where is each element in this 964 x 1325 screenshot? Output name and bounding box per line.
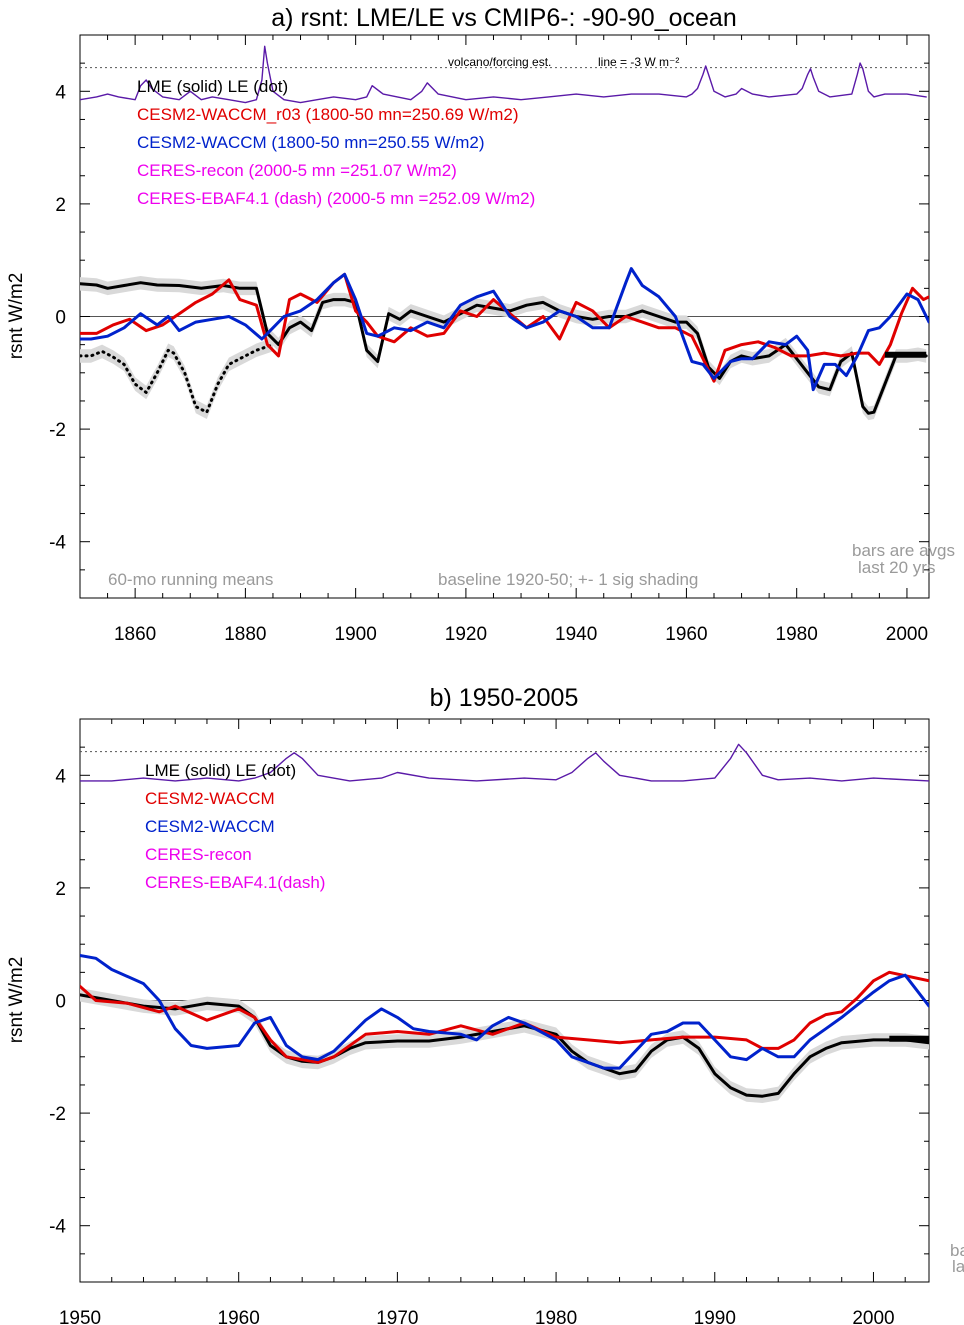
y-tick-label: -4 bbox=[49, 533, 66, 554]
x-tick-label: 1950 bbox=[59, 1308, 101, 1325]
line-note-annotation: line = -3 W m⁻² bbox=[598, 55, 679, 69]
series-group bbox=[80, 45, 929, 421]
legend-entry: CESM2-WACCM bbox=[145, 817, 275, 836]
series-group bbox=[80, 743, 929, 1103]
uncertainty-shading-1 bbox=[80, 337, 273, 419]
bars-note-2: la bbox=[952, 1257, 964, 1276]
y-tick-label: -2 bbox=[49, 420, 66, 441]
y-tick-label: 0 bbox=[55, 308, 66, 329]
x-tick-label: 1970 bbox=[376, 1308, 418, 1325]
bars-note-2: last 20 yrs bbox=[858, 558, 935, 577]
x-tick-label: 2000 bbox=[852, 1308, 894, 1325]
x-tick-label: 1940 bbox=[555, 624, 597, 645]
legend-entry: CESM2-WACCM (1800-50 mn=250.55 W/m2) bbox=[137, 133, 485, 152]
x-tick-label: 1990 bbox=[694, 1308, 736, 1325]
x-tick-label: 1980 bbox=[776, 624, 818, 645]
y-tick-label: -2 bbox=[49, 1104, 66, 1125]
x-tick-label: 2000 bbox=[886, 624, 928, 645]
y-axis-label: rsnt W/m2 bbox=[6, 957, 27, 1044]
series-line-lme-solid- bbox=[80, 993, 929, 1098]
legend-entry: CESM2-WACCM_r03 (1800-50 mn=250.69 W/m2) bbox=[137, 105, 519, 124]
legend-entry: LME (solid) LE (dot) bbox=[137, 77, 288, 96]
legend-entry: CERES-EBAF4.1(dash) bbox=[145, 873, 325, 892]
x-tick-label: 1920 bbox=[445, 624, 487, 645]
legend-entry: LME (solid) LE (dot) bbox=[145, 761, 296, 780]
y-tick-label: 2 bbox=[55, 195, 66, 216]
running-mean-note: 60-mo running means bbox=[108, 570, 273, 589]
series-line-cesm2-waccm bbox=[80, 954, 929, 1070]
y-tick-label: 2 bbox=[55, 879, 66, 900]
x-tick-label: 1960 bbox=[218, 1308, 260, 1325]
legend-entry: CERES-EBAF4.1 (dash) (2000-5 mn =252.09 … bbox=[137, 189, 535, 208]
y-tick-label: -4 bbox=[49, 1217, 66, 1238]
y-axis-label: rsnt W/m2 bbox=[6, 273, 27, 360]
chart-title: a) rsnt: LME/LE vs CMIP6-: -90-90_ocean bbox=[271, 4, 736, 32]
x-tick-label: 1900 bbox=[335, 624, 377, 645]
x-tick-label: 1980 bbox=[535, 1308, 577, 1325]
series-line-lme-solid- bbox=[80, 281, 928, 415]
legend-entry: CESM2-WACCM bbox=[145, 789, 275, 808]
legend-entry: CERES-recon (2000-5 mn =251.07 W/m2) bbox=[137, 161, 457, 180]
x-tick-label: 1880 bbox=[224, 624, 266, 645]
legend-entry: CERES-recon bbox=[145, 845, 252, 864]
series-line-cesm2-waccm bbox=[80, 267, 929, 392]
baseline-note: baseline 1920-50; +- 1 sig shading bbox=[438, 570, 698, 589]
series-line-volcano-forcing-est- bbox=[80, 743, 929, 782]
y-tick-label: 4 bbox=[55, 766, 66, 787]
chart-title: b) 1950-2005 bbox=[430, 684, 579, 712]
y-tick-label: 0 bbox=[55, 992, 66, 1013]
bars-note-1: bars are avgs bbox=[852, 541, 955, 560]
volcano-annotation: volcano/forcing est. bbox=[448, 55, 551, 69]
series-line-volcano-forcing-est- bbox=[80, 45, 927, 104]
panel-b-chart: b) 1950-2005 -4 -2 0 2 4 1950 1960 1970 1980 1990 2… bbox=[6, 684, 964, 1325]
x-tick-label: 1860 bbox=[114, 624, 156, 645]
x-tick-label: 1960 bbox=[665, 624, 707, 645]
y-tick-label: 4 bbox=[55, 82, 66, 103]
bars-note-1: ba bbox=[950, 1241, 964, 1260]
series-line-le-dot- bbox=[80, 343, 275, 414]
series-line-cesm2-waccm-r03 bbox=[80, 272, 929, 383]
panel-a-chart: a) rsnt: LME/LE vs CMIP6-: -90-90_ocean -… bbox=[6, 4, 955, 645]
uncertainty-shading-0 bbox=[80, 988, 929, 1103]
